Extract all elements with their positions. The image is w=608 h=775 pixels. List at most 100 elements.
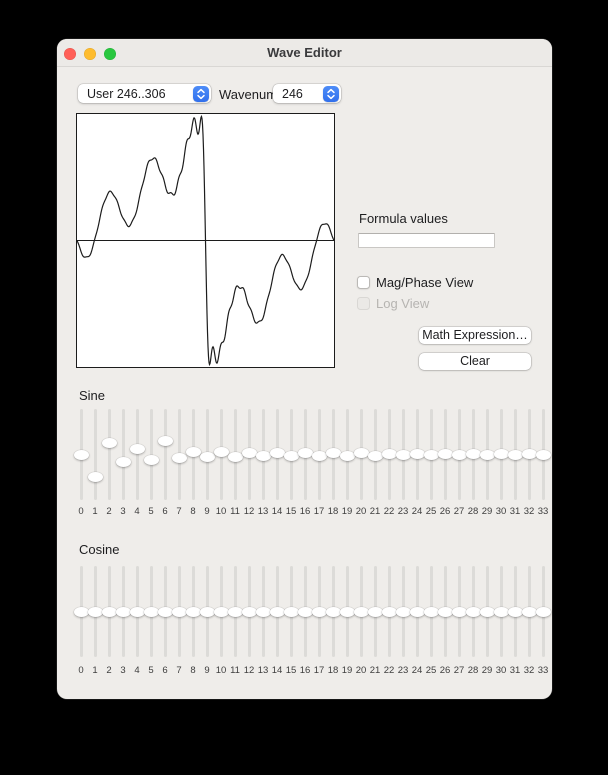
slider-thumb[interactable] — [171, 606, 187, 617]
zoom-button[interactable] — [104, 48, 116, 60]
slider-thumb[interactable] — [297, 606, 313, 617]
sine-slider-23[interactable] — [395, 409, 411, 500]
slider-thumb[interactable] — [339, 606, 355, 617]
slider-thumb[interactable] — [143, 454, 159, 465]
sine-slider-19[interactable] — [339, 409, 355, 500]
slider-thumb[interactable] — [395, 450, 411, 461]
sine-slider-4[interactable] — [129, 409, 145, 500]
sine-slider-22[interactable] — [381, 409, 397, 500]
minimize-button[interactable] — [84, 48, 96, 60]
sine-slider-16[interactable] — [297, 409, 313, 500]
sine-slider-17[interactable] — [311, 409, 327, 500]
slider-thumb[interactable] — [297, 448, 313, 459]
slider-thumb[interactable] — [199, 451, 215, 462]
slider-thumb[interactable] — [227, 451, 243, 462]
mag-phase-view-checkbox-row[interactable]: Mag/Phase View — [357, 275, 473, 290]
cosine-slider-16[interactable] — [297, 566, 313, 657]
cosine-slider-29[interactable] — [479, 566, 495, 657]
sine-slider-32[interactable] — [521, 409, 537, 500]
slider-thumb[interactable] — [493, 448, 509, 459]
slider-thumb[interactable] — [185, 446, 201, 457]
sine-slider-2[interactable] — [101, 409, 117, 500]
sine-slider-31[interactable] — [507, 409, 523, 500]
slider-thumb[interactable] — [241, 447, 257, 458]
slider-thumb[interactable] — [367, 450, 383, 461]
sine-slider-27[interactable] — [451, 409, 467, 500]
slider-thumb[interactable] — [283, 450, 299, 461]
slider-thumb[interactable] — [227, 606, 243, 617]
slider-thumb[interactable] — [101, 606, 117, 617]
sine-slider-18[interactable] — [325, 409, 341, 500]
slider-thumb[interactable] — [381, 606, 397, 617]
cosine-slider-4[interactable] — [129, 566, 145, 657]
slider-thumb[interactable] — [535, 450, 551, 461]
cosine-slider-22[interactable] — [381, 566, 397, 657]
cosine-slider-5[interactable] — [143, 566, 159, 657]
slider-thumb[interactable] — [269, 447, 285, 458]
cosine-slider-2[interactable] — [101, 566, 117, 657]
slider-thumb[interactable] — [213, 606, 229, 617]
sine-slider-7[interactable] — [171, 409, 187, 500]
slider-thumb[interactable] — [213, 447, 229, 458]
slider-thumb[interactable] — [479, 450, 495, 461]
sine-slider-5[interactable] — [143, 409, 159, 500]
slider-thumb[interactable] — [255, 606, 271, 617]
slider-thumb[interactable] — [157, 606, 173, 617]
cosine-slider-27[interactable] — [451, 566, 467, 657]
slider-thumb[interactable] — [451, 606, 467, 617]
cosine-slider-23[interactable] — [395, 566, 411, 657]
slider-thumb[interactable] — [143, 606, 159, 617]
slider-thumb[interactable] — [311, 450, 327, 461]
cosine-slider-9[interactable] — [199, 566, 215, 657]
sine-slider-24[interactable] — [409, 409, 425, 500]
slider-thumb[interactable] — [115, 457, 131, 468]
slider-thumb[interactable] — [101, 437, 117, 448]
slider-thumb[interactable] — [255, 451, 271, 462]
slider-thumb[interactable] — [129, 443, 145, 454]
sine-slider-25[interactable] — [423, 409, 439, 500]
cosine-slider-11[interactable] — [227, 566, 243, 657]
slider-thumb[interactable] — [185, 606, 201, 617]
sine-slider-0[interactable] — [73, 409, 89, 500]
cosine-slider-30[interactable] — [493, 566, 509, 657]
sine-slider-9[interactable] — [199, 409, 215, 500]
cosine-slider-3[interactable] — [115, 566, 131, 657]
slider-thumb[interactable] — [311, 606, 327, 617]
sine-slider-10[interactable] — [213, 409, 229, 500]
slider-thumb[interactable] — [339, 450, 355, 461]
cosine-slider-26[interactable] — [437, 566, 453, 657]
slider-thumb[interactable] — [423, 450, 439, 461]
clear-button[interactable]: Clear — [419, 353, 531, 370]
title-bar[interactable]: Wave Editor — [57, 39, 552, 67]
sine-slider-11[interactable] — [227, 409, 243, 500]
sine-slider-33[interactable] — [535, 409, 551, 500]
slider-thumb[interactable] — [269, 606, 285, 617]
sine-slider-8[interactable] — [185, 409, 201, 500]
sine-slider-12[interactable] — [241, 409, 257, 500]
slider-thumb[interactable] — [521, 606, 537, 617]
slider-thumb[interactable] — [521, 448, 537, 459]
wave-range-popup[interactable]: User 246..306 — [78, 84, 211, 103]
slider-thumb[interactable] — [199, 606, 215, 617]
cosine-slider-8[interactable] — [185, 566, 201, 657]
slider-thumb[interactable] — [465, 448, 481, 459]
slider-thumb[interactable] — [283, 606, 299, 617]
slider-thumb[interactable] — [409, 448, 425, 459]
cosine-slider-25[interactable] — [423, 566, 439, 657]
cosine-slider-19[interactable] — [339, 566, 355, 657]
slider-thumb[interactable] — [325, 606, 341, 617]
slider-thumb[interactable] — [241, 606, 257, 617]
slider-thumb[interactable] — [129, 606, 145, 617]
slider-thumb[interactable] — [73, 606, 89, 617]
slider-thumb[interactable] — [395, 606, 411, 617]
cosine-slider-28[interactable] — [465, 566, 481, 657]
cosine-slider-6[interactable] — [157, 566, 173, 657]
cosine-slider-12[interactable] — [241, 566, 257, 657]
slider-thumb[interactable] — [353, 606, 369, 617]
formula-values-input[interactable] — [358, 233, 495, 248]
sine-slider-6[interactable] — [157, 409, 173, 500]
cosine-slider-17[interactable] — [311, 566, 327, 657]
close-button[interactable] — [64, 48, 76, 60]
slider-thumb[interactable] — [493, 606, 509, 617]
slider-thumb[interactable] — [367, 606, 383, 617]
